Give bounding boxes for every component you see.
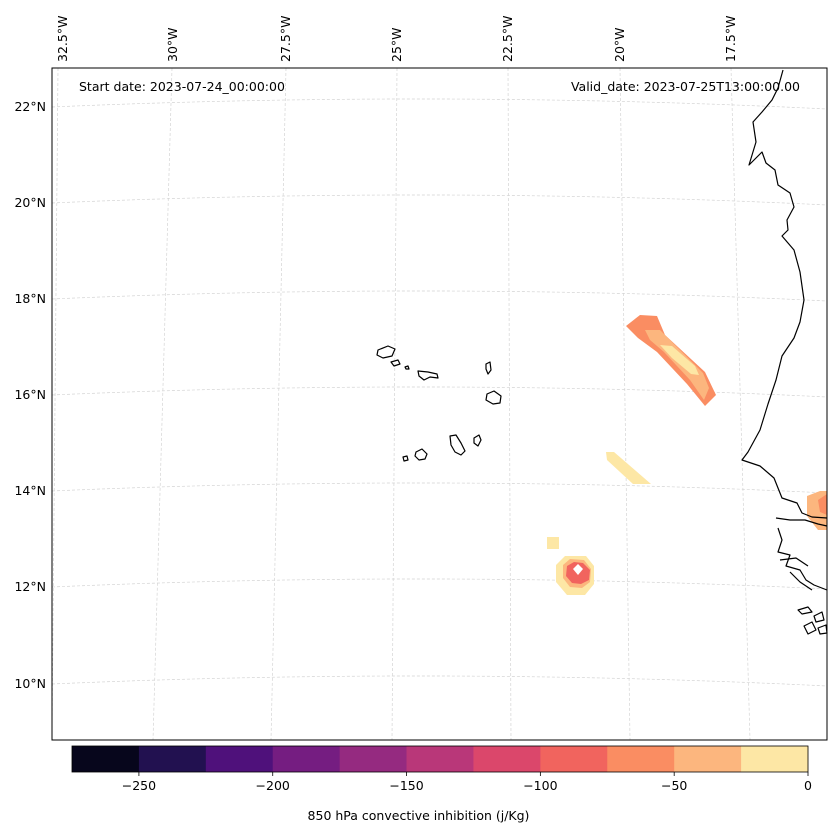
gridline-lon-32-5: [51, 67, 59, 741]
gridline-lat-18: [51, 290, 828, 302]
colorbar-label: 850 hPa convective inhibition (j/Kg): [307, 808, 530, 823]
colorbar-segment: [741, 746, 809, 772]
colorbar-segment: [473, 746, 541, 772]
gridline-lat-10: [51, 675, 828, 687]
colorbar-tick-label: −200: [256, 778, 290, 793]
colorbar-segment: [674, 746, 742, 772]
gridline-lat-14: [51, 482, 828, 494]
island-santiago: [449, 434, 466, 456]
island-santo-antao: [376, 345, 396, 359]
coastlines: [376, 69, 828, 635]
colorbar-segment: [72, 746, 140, 772]
lon-label: 30°W: [165, 27, 180, 62]
island-maio: [473, 434, 482, 447]
lat-label: 14°N: [14, 483, 46, 498]
colorbar-tick-label: −100: [523, 778, 557, 793]
bijagos-2: [803, 621, 817, 635]
lat-label: 20°N: [14, 195, 46, 210]
start-date-label: Start date: 2023-07-24_00:00:00: [79, 79, 285, 94]
colorbar-segment: [540, 746, 608, 772]
graticule: [51, 67, 828, 741]
bijagos-3: [813, 611, 825, 623]
lon-label: 20°W: [612, 27, 627, 62]
colorbar: −250 −200 −150 −100 −50 0: [71, 745, 812, 793]
gridline-lon-30: [152, 67, 173, 741]
gridline-lon-17-5: [730, 67, 751, 741]
lon-label: 32.5°W: [55, 16, 70, 62]
cin-patch-s-hole: [573, 564, 583, 575]
colorbar-segment: [205, 746, 274, 772]
lat-label: 10°N: [14, 676, 46, 691]
lat-label: 18°N: [14, 291, 46, 306]
gridline-lon-20: [619, 67, 631, 741]
colorbar-tick-label: −150: [389, 778, 423, 793]
gridline-lat-20: [51, 194, 828, 206]
cin-patch-east-inner: [818, 494, 827, 515]
colorbar-segment: [406, 746, 474, 772]
colorbar-frame: [71, 745, 809, 773]
gridline-lon-22-5: [507, 67, 512, 741]
colorbar-segment: [339, 746, 408, 772]
lat-label: 12°N: [14, 579, 46, 594]
cin-patch-ne-inner: [660, 345, 699, 375]
gridline-lon-27-5: [270, 67, 287, 741]
island-fogo: [414, 448, 428, 461]
lon-label: 25°W: [389, 27, 404, 62]
lat-label: 22°N: [14, 99, 46, 114]
cin-patch-s-small: [547, 537, 559, 549]
colorbar-tick-label: −250: [122, 778, 156, 793]
colorbar-segment: [138, 746, 207, 772]
gridline-lat-12: [51, 578, 828, 590]
lon-labels: 32.5°W 30°W 27.5°W 25°W 22.5°W 20°W 17.5…: [55, 16, 738, 62]
cin-contours: [547, 315, 827, 595]
colorbar-segment: [607, 746, 675, 772]
lon-label: 17.5°W: [723, 16, 738, 62]
island-sal: [485, 361, 492, 375]
gambia-estuary: [775, 517, 828, 527]
lon-label: 22.5°W: [500, 16, 515, 62]
lon-label: 27.5°W: [278, 16, 293, 62]
africa-coast: [741, 69, 828, 519]
map-frame: [51, 67, 828, 741]
island-santa-luzia: [404, 365, 410, 370]
island-brava: [402, 455, 409, 462]
bijagos-1: [797, 606, 813, 615]
guinea-bissau-coast: [777, 527, 828, 591]
colorbar-tick-label: −50: [661, 778, 687, 793]
lat-label: 16°N: [14, 387, 46, 402]
gridline-lon-25: [391, 67, 398, 741]
cin-patch-ne-mid: [645, 330, 709, 400]
cin-patch-mid: [606, 452, 651, 484]
island-sao-nicolau: [417, 370, 439, 381]
colorbar-tick-label: 0: [804, 778, 812, 793]
gridline-lat-22: [51, 98, 828, 110]
gridline-lat-16: [51, 386, 828, 398]
colorbar-segment: [272, 746, 341, 772]
lat-labels: 22°N 20°N 18°N 16°N 14°N 12°N 10°N: [14, 99, 46, 691]
bijagos-4: [817, 624, 828, 635]
coast-inlets: [779, 557, 813, 591]
island-boa-vista: [485, 390, 502, 405]
island-sao-vicente: [390, 359, 401, 367]
valid-date-label: Valid_date: 2023-07-25T13:00:00.00: [571, 79, 800, 94]
